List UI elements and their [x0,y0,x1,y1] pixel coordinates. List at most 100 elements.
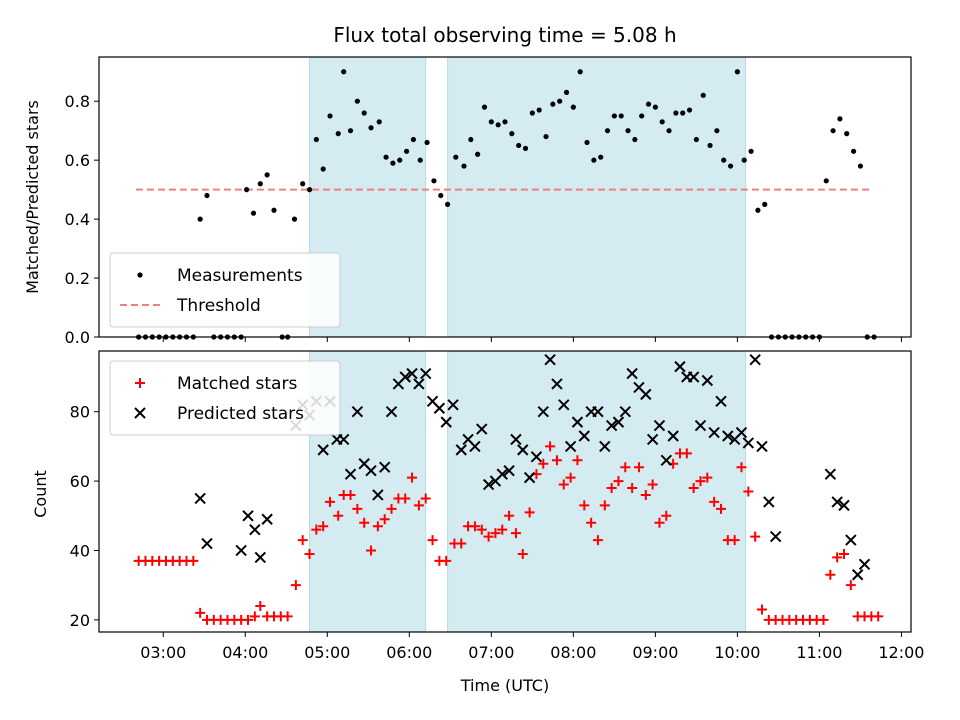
measurements-point-104 [844,131,850,137]
measurements-point-75 [645,101,652,107]
legend-box [109,252,341,328]
matched-stars-point-51 [476,524,487,535]
measurements-point-64 [570,104,576,110]
matched-stars-point-88 [729,535,740,546]
matched-stars-point-83 [695,476,706,487]
predicted-stars-point-63 [667,430,679,442]
predicted-stars-point-31 [447,399,459,411]
matched-stars-point-30 [333,510,344,521]
measurements-point-56 [516,142,522,149]
y-tick-label: 60 [70,472,90,491]
predicted-stars-point-24 [399,371,411,383]
y-tick-label: 0.8 [65,92,90,111]
matched-stars-point-58 [524,507,535,518]
predicted-stars-point-70 [715,395,727,408]
matched-stars-point-37 [379,514,390,525]
predicted-stars-point-41 [517,444,529,456]
predicted-stars-point-26 [413,378,425,390]
matched-stars-point-75 [640,489,651,500]
predicted-stars-point-43 [530,451,543,463]
measurements-point-40 [403,148,410,154]
measurements-point-44 [431,178,437,184]
predicted-stars-point-2 [201,537,213,550]
measurements-point-61 [550,101,556,107]
predicted-stars-point-15 [337,433,350,446]
measurements-point-53 [495,122,501,128]
shaded-interval-2 [447,56,747,338]
predicted-stars-point-57 [626,367,638,380]
matched-stars-point-43 [420,493,431,504]
matched-stars-point-48 [456,538,467,549]
measurements-point-91 [755,207,761,213]
matched-stars-point-84 [702,472,713,483]
measurements-point-90 [748,148,754,154]
measurements-point-77 [659,119,665,125]
predicted-stars-point-20 [372,489,384,501]
predicted-stars-point-56 [619,406,632,418]
predicted-stars-point-66 [687,371,700,383]
matched-stars-point-41 [407,472,418,483]
predicted-stars-point-83 [851,569,864,581]
measurements-point-81 [686,107,693,113]
measurements-point-36 [376,119,382,125]
predicted-stars-point-21 [378,461,391,473]
matched-stars-point-91 [750,531,761,542]
x-tick-label: 05:00 [304,643,350,662]
matched-stars-point-40 [400,493,411,504]
y-tick-label: 80 [70,403,90,422]
predicted-stars-point-17 [351,406,364,418]
measurements-point-26 [306,187,313,193]
measurements-point-55 [509,131,515,137]
matched-stars-point-27 [311,524,322,535]
y-axis-label-count: Count [31,470,50,518]
predicted-stars-point-6 [254,551,267,564]
matched-stars-point-72 [620,462,631,473]
measurements-point-50 [475,151,481,157]
predicted-stars-point-69 [708,426,720,439]
measurements-point-20 [264,172,270,178]
measurements-point-38 [390,160,396,166]
predicted-stars-point-76 [756,440,768,453]
measurements-point-71 [618,113,624,119]
measurements-point-30 [335,131,341,137]
matched-stars-point-28 [318,521,329,532]
measurements-point-72 [625,128,631,134]
measurements-point-92 [762,201,768,207]
predicted-stars-point-49 [571,416,584,428]
matched-stars-point-10 [195,607,206,618]
measurements-point-86 [721,157,727,163]
measurements-point-68 [598,154,604,160]
measurements-point-39 [397,157,403,163]
matched-stars-point-26 [304,548,315,559]
matched-stars-point-17 [243,614,254,625]
predicted-stars-point-82 [845,534,857,546]
predicted-stars-point-5 [249,523,261,536]
measurements-point-46 [444,201,451,207]
matched-stars-point-81 [681,448,692,459]
measurements-point-31 [341,69,347,75]
matched-stars-point-70 [606,483,617,494]
matched-stars-point-85 [709,496,720,507]
measurements-point-70 [611,113,617,119]
predicted-stars-point-54 [605,419,618,432]
predicted-stars-point-36 [482,478,495,491]
measurements-point-17 [244,187,250,193]
legend-box [109,360,341,436]
matched-stars-point-90 [743,486,754,497]
matched-stars-point-71 [613,476,624,487]
matched-stars-point-104 [839,548,850,559]
matched-stars-point-68 [592,535,603,546]
matched-stars-point-65 [572,455,583,466]
measurements-point-67 [591,157,597,163]
panel-counts: 20 40 60 80 03:00 04:00 05:00 06:00 07:00 08:00 09… [70,350,924,662]
measurements-point-73 [632,136,638,143]
predicted-stars-point-52 [592,406,604,418]
chart-title: Flux total observing time = 5.08 h [333,23,676,47]
matched-stars-point-61 [545,441,556,452]
measurements-point-18 [250,210,257,216]
predicted-stars-point-44 [537,406,549,418]
matched-stars-point-62 [551,455,562,466]
predicted-stars-point-73 [735,426,748,439]
predicted-stars-point-48 [564,440,577,453]
predicted-stars-point-35 [476,423,488,435]
